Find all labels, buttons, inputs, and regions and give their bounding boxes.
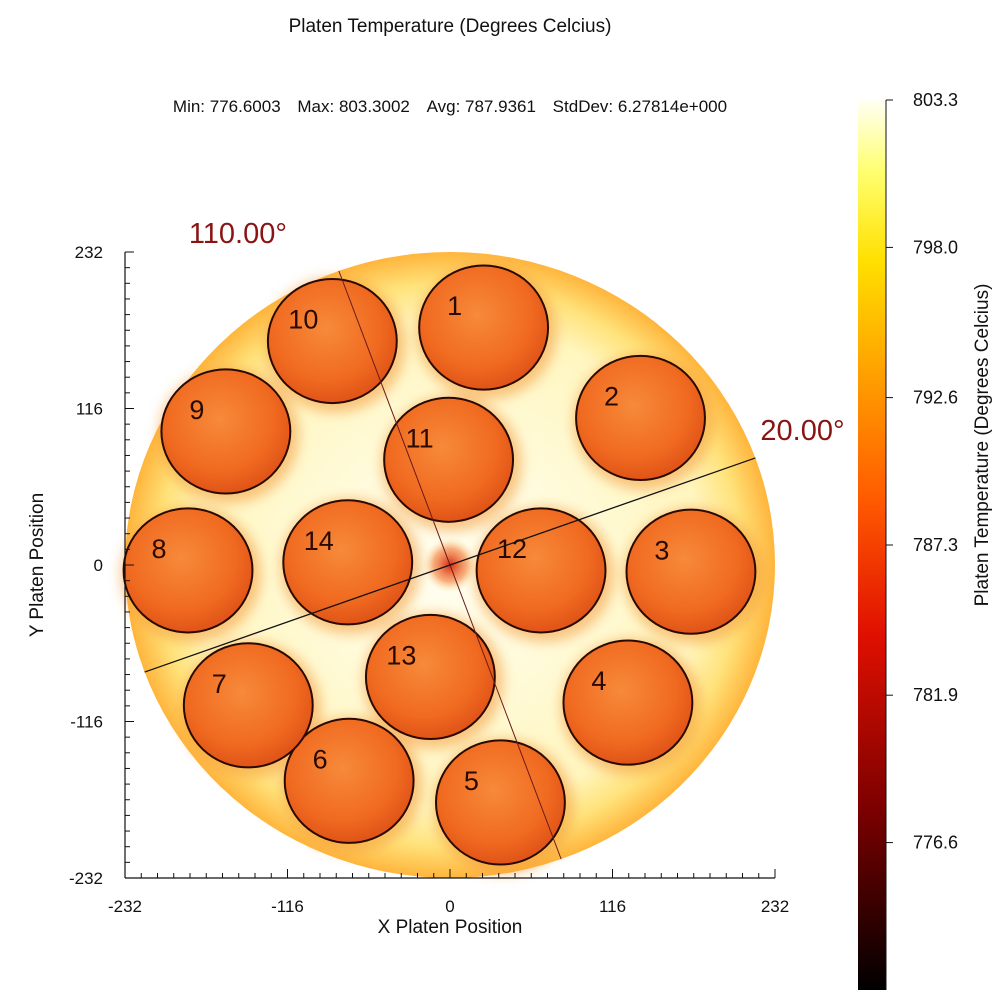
- pocket-number: 2: [604, 382, 619, 412]
- pocket-number: 12: [497, 534, 527, 564]
- x-tick-label: -116: [271, 897, 304, 916]
- scan-line-label: 110.00°: [189, 218, 287, 250]
- colorbar-title: Platen Temperature (Degrees Celcius): [972, 284, 993, 607]
- pocket-number: 13: [386, 641, 416, 671]
- pocket-circle: [282, 499, 414, 626]
- x-axis-title: X Platen Position: [378, 917, 523, 938]
- pocket-number: 7: [212, 669, 227, 699]
- pocket-10: 10: [266, 277, 398, 405]
- pocket-circle: [418, 264, 550, 391]
- x-tick-label: 232: [761, 897, 789, 916]
- pocket-number: 11: [406, 423, 434, 453]
- colorbar-tick-label: 798.0: [913, 237, 958, 257]
- x-tick-label: 0: [445, 897, 454, 916]
- pocket-circle: [266, 277, 398, 405]
- pocket-number: 5: [464, 766, 479, 796]
- pocket-number: 9: [189, 395, 204, 425]
- pocket-circle: [625, 508, 757, 635]
- colorbar-tick-label: 792.6: [913, 388, 958, 408]
- colorbar-tick-label: 787.3: [913, 535, 958, 555]
- y-tick-label: 0: [94, 556, 103, 575]
- pocket-number: 14: [304, 526, 334, 556]
- pocket-14: 14: [282, 499, 414, 626]
- pocket-circle: [122, 507, 254, 634]
- pocket-5: 5: [434, 739, 566, 866]
- pocket-circle: [575, 354, 706, 482]
- y-axis-title: Y Platen Position: [27, 493, 48, 637]
- pocket-circle: [475, 507, 607, 634]
- scan-line-label: 20.00°: [760, 415, 844, 447]
- pocket-1: 1: [418, 264, 550, 391]
- stats-line: Min: 776.6003 Max: 803.3002 Avg: 787.936…: [0, 97, 900, 117]
- y-tick-label: -232: [69, 869, 103, 888]
- pocket-circle: [160, 368, 292, 495]
- pocket-3: 3: [625, 508, 757, 635]
- stat-stddev: StdDev: 6.27814e+000: [552, 97, 728, 116]
- pocket-13: 13: [364, 613, 496, 741]
- pocket-number: 10: [288, 305, 318, 335]
- stat-max: Max: 803.3002: [297, 97, 410, 116]
- pocket-7: 7: [182, 642, 314, 769]
- pocket-8: 8: [122, 507, 254, 634]
- colorbar: [858, 100, 886, 990]
- pocket-number: 6: [313, 744, 328, 774]
- pocket-12: 12: [475, 507, 607, 634]
- pocket-circle: [383, 396, 515, 523]
- pocket-11: 11: [383, 396, 515, 523]
- y-tick-label: 232: [75, 243, 103, 262]
- stat-avg: Avg: 787.9361: [426, 97, 536, 116]
- y-tick-label: -116: [70, 713, 103, 732]
- colorbar-tick-label: 803.3: [913, 90, 958, 110]
- pocket-number: 4: [591, 666, 606, 696]
- pocket-6: 6: [283, 717, 415, 844]
- pocket-9: 9: [160, 368, 292, 495]
- pocket-number: 3: [654, 535, 669, 565]
- pocket-circle: [283, 717, 415, 844]
- x-tick-label: -232: [108, 897, 142, 916]
- colorbar-tick-label: 776.6: [913, 833, 958, 853]
- scan-line-20: [144, 457, 756, 673]
- pocket-number: 1: [447, 291, 462, 321]
- x-tick-label: 116: [599, 897, 626, 916]
- pocket-circle: [434, 739, 566, 866]
- stat-min: Min: 776.6003: [172, 97, 281, 116]
- colorbar-tick-label: 781.9: [913, 685, 958, 705]
- pocket-number: 8: [152, 534, 167, 564]
- pocket-circle: [364, 613, 496, 741]
- pocket-circle: [562, 639, 694, 766]
- pocket-circle: [182, 642, 314, 769]
- y-tick-label: 116: [76, 400, 103, 419]
- pocket-2: 2: [575, 354, 706, 482]
- chart-title: Platen Temperature (Degrees Celcius): [288, 16, 612, 37]
- pocket-4: 4: [562, 639, 694, 766]
